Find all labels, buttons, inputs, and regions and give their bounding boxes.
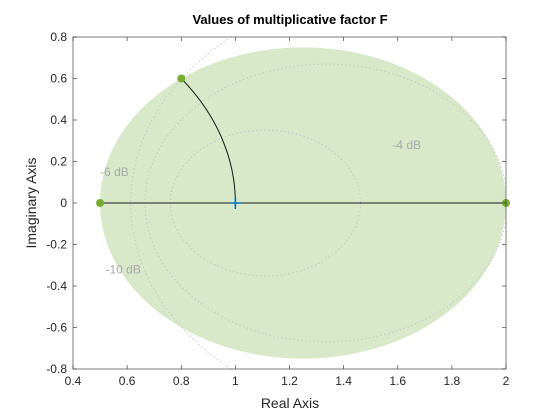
y-tick-label-0: -0.8 (46, 362, 67, 376)
x-tick-label-3: 1 (232, 374, 239, 388)
x-tick-label-0: 0.4 (65, 374, 82, 388)
nominal-marker (229, 197, 242, 209)
y-tick-label-6: 0.4 (50, 113, 67, 127)
unit-circle-arc (180, 78, 236, 204)
y-tick-label-5: 0.2 (50, 155, 67, 169)
contour-label-2: -4 dB (392, 138, 421, 152)
y-tick-label-4: 0 (60, 196, 67, 210)
x-tick-label-6: 1.6 (389, 374, 406, 388)
y-tick-label-2: -0.4 (46, 279, 67, 293)
x-axis-label: Real Axis (261, 395, 319, 411)
y-tick-label-1: -0.6 (46, 321, 67, 335)
y-tick-label-3: -0.2 (46, 238, 67, 252)
x-tick-label-7: 1.8 (444, 374, 461, 388)
data-point-1 (177, 74, 186, 83)
x-tick-label-5: 1.4 (335, 374, 352, 388)
y-axis-label: Imaginary Axis (23, 157, 39, 248)
x-tick-label-1: 0.6 (119, 374, 136, 388)
x-tick-label-4: 1.2 (281, 374, 298, 388)
x-tick-label-2: 0.8 (173, 374, 190, 388)
data-point-0 (96, 199, 105, 207)
contour-label-1: -10 dB (105, 263, 140, 277)
chart-title: Values of multiplicative factor F (192, 12, 387, 27)
contour-label-0: -6 dB (100, 165, 129, 179)
y-tick-label-8: 0.8 (50, 30, 67, 44)
x-tick-label-8: 2 (503, 374, 510, 388)
y-tick-label-7: 0.6 (50, 72, 67, 86)
